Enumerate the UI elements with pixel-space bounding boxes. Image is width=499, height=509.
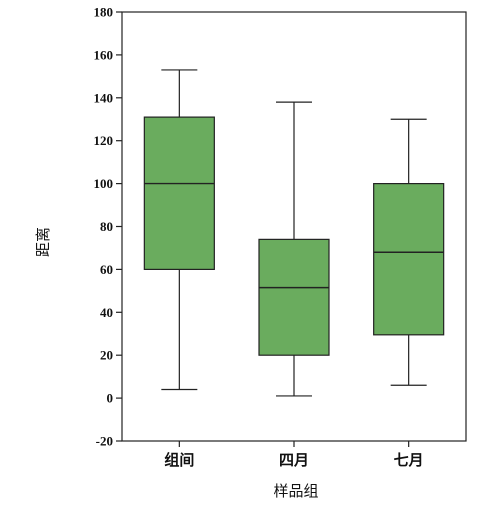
y-tick-label: 40 (100, 305, 113, 320)
box-2 (258, 101, 330, 397)
y-tick-label: 80 (100, 219, 113, 234)
x-category-label: 四月 (279, 451, 309, 469)
x-category-label: 七月 (394, 451, 424, 469)
y-tick-label: 60 (100, 262, 113, 277)
box-body (143, 116, 215, 271)
box-body (258, 238, 330, 356)
y-tick-label: 0 (107, 391, 114, 406)
y-tick-label: 100 (94, 176, 114, 191)
y-tick-label: 160 (94, 47, 114, 62)
x-axis-title: 样品组 (273, 482, 318, 500)
y-axis-title: 距离 (34, 227, 52, 257)
box-3 (373, 118, 445, 386)
y-tick-label: -20 (96, 434, 113, 449)
box-1 (143, 69, 215, 391)
x-category-label: 组间 (164, 451, 194, 469)
box-body (373, 183, 445, 336)
y-tick-label: 180 (94, 5, 114, 20)
y-tick-label: 120 (94, 133, 114, 148)
y-tick-label: 140 (94, 90, 114, 105)
y-tick-label: 20 (100, 348, 113, 363)
